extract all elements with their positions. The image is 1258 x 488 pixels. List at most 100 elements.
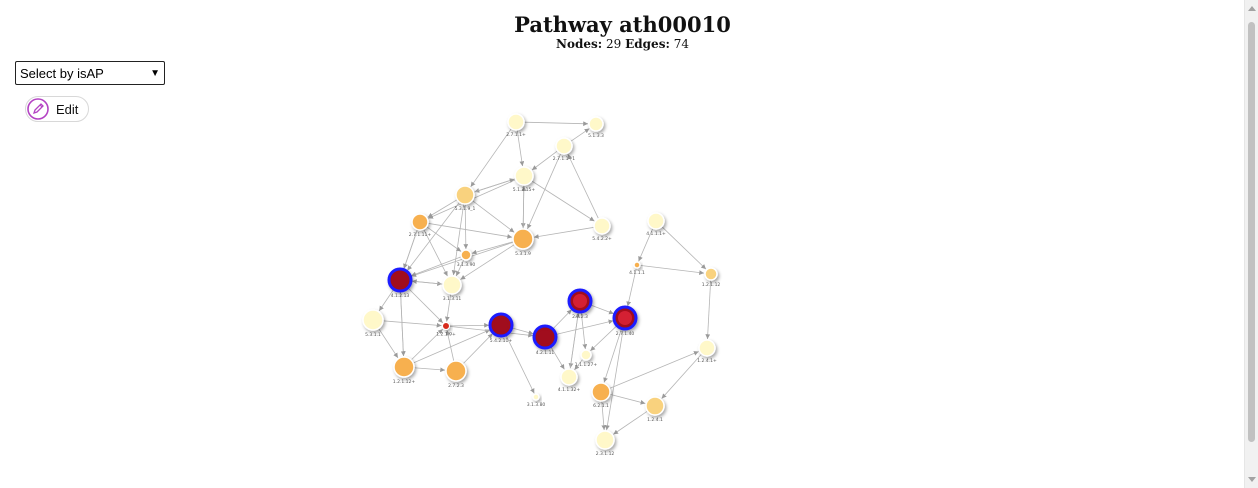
node-circle[interactable] <box>633 261 641 269</box>
edge <box>426 226 462 252</box>
select-by-dropdown[interactable]: Select by isAP ▼ <box>15 61 165 85</box>
node-circle[interactable] <box>460 249 472 261</box>
node-label: 3.1.3.90 <box>457 262 476 268</box>
edge <box>378 288 395 312</box>
node-label: 1.2.4.1 <box>647 417 663 423</box>
edit-button[interactable]: Edit <box>25 96 89 122</box>
edge <box>527 153 562 230</box>
node-n5[interactable]: 5.3.1.9_1 <box>455 185 476 212</box>
node-n12[interactable]: 4.1.2.13 <box>387 267 413 299</box>
node-n8[interactable]: 5.3.1.9 <box>512 228 534 257</box>
edge <box>473 178 515 193</box>
node-label: 2.7.2.3 <box>572 314 588 320</box>
node-circle[interactable] <box>532 393 540 401</box>
edge <box>661 353 702 399</box>
node-n19[interactable]: 4.2.1.11 <box>532 324 558 356</box>
edge <box>378 328 399 359</box>
node-circle[interactable] <box>698 339 716 357</box>
node-circle[interactable] <box>555 137 573 155</box>
edge <box>569 312 580 370</box>
edge <box>590 304 614 315</box>
node-n18[interactable]: 5.4.2.11+ <box>488 312 514 344</box>
node-n25[interactable]: 2.7.2.3 <box>445 360 467 389</box>
node-circle[interactable] <box>595 430 615 450</box>
node-n10[interactable]: 3.1.3.90 <box>457 249 476 268</box>
node-circle[interactable] <box>591 382 611 402</box>
scroll-up-icon[interactable] <box>1248 6 1256 11</box>
node-n21[interactable]: 1.2.4.1+ <box>697 339 717 364</box>
node-circle[interactable] <box>512 228 534 250</box>
node-circle[interactable] <box>560 368 578 386</box>
node-n15[interactable]: 2.7.2.3 <box>567 288 593 320</box>
node-label: 2.7.1.1~1 <box>553 156 576 162</box>
node-circle[interactable] <box>411 213 429 231</box>
node-circle[interactable] <box>442 322 450 330</box>
node-n28[interactable]: 1.2.4.1 <box>645 396 665 423</box>
node-n20[interactable]: 2.7.1.40 <box>612 305 638 337</box>
scrollbar-thumb[interactable] <box>1248 22 1255 442</box>
node-circle[interactable] <box>442 275 462 295</box>
node-circle[interactable] <box>704 267 718 281</box>
node-label: 5.4.2.11+ <box>490 338 513 344</box>
node-label: 4.1.1.1 <box>629 270 645 276</box>
node-circle[interactable] <box>645 396 665 416</box>
edge <box>505 334 535 394</box>
scroll-down-icon[interactable] <box>1248 477 1256 482</box>
node-n17[interactable]: 5.3.1.1 <box>362 309 384 338</box>
node-n23[interactable]: 4.1.1.32+ <box>558 368 581 393</box>
node-circle[interactable] <box>445 360 467 382</box>
edge <box>603 328 622 383</box>
node-circle[interactable] <box>580 349 592 361</box>
node-label: 5.4.2.2+ <box>592 236 612 242</box>
node-circle[interactable] <box>588 116 604 132</box>
node-label: 3.1.3.11 <box>443 296 462 302</box>
node-label: 2.7.1.1+ <box>506 132 526 138</box>
node-n3[interactable]: 2.7.1.1~1 <box>553 137 576 162</box>
edge <box>590 325 618 352</box>
node-n11[interactable]: 4.1.1.1 <box>629 261 645 276</box>
node-n16[interactable]: 1.2.1.9+ <box>436 322 456 338</box>
node-n6[interactable]: 2.7.1.11+ <box>409 213 432 238</box>
node-n4[interactable]: 5.1.3.15+ <box>513 166 536 193</box>
node-circle[interactable] <box>647 212 665 230</box>
node-n29[interactable]: 2.3.1.12 <box>595 430 615 457</box>
node-n13[interactable]: 3.1.3.11 <box>442 275 462 302</box>
edge <box>382 320 442 328</box>
edge <box>570 128 590 142</box>
node-label: 5.1.3.3 <box>588 133 604 139</box>
edge <box>567 153 599 219</box>
node-label: 4.1.2.13 <box>391 293 410 299</box>
node-circle[interactable] <box>507 113 525 131</box>
edge <box>605 328 624 431</box>
node-n27[interactable]: 6.2.1.1 <box>591 382 611 409</box>
node-circle[interactable] <box>393 356 415 378</box>
node-n7[interactable]: 5.4.2.2+ <box>592 217 612 242</box>
vertical-scrollbar[interactable] <box>1244 0 1258 488</box>
node-n2[interactable]: 5.1.3.3 <box>588 116 604 139</box>
node-label: 1.2.4.1+ <box>697 358 717 364</box>
node-label: 2.7.2.3 <box>448 383 464 389</box>
node-label: 4.1.1.1+ <box>646 231 666 237</box>
node-circle[interactable] <box>593 217 611 235</box>
edge <box>411 279 444 285</box>
node-label: 4.1.1.32+ <box>558 387 581 393</box>
node-label: 5.1.3.15+ <box>513 187 536 193</box>
node-circle[interactable] <box>362 309 384 331</box>
edit-label: Edit <box>56 101 79 117</box>
edge <box>531 150 558 171</box>
node-n9[interactable]: 4.1.1.1+ <box>646 212 666 237</box>
edge <box>613 410 648 435</box>
edge <box>406 201 460 271</box>
node-circle[interactable] <box>514 166 534 186</box>
node-n26[interactable]: 3.1.3.80 <box>527 393 546 408</box>
node-n22[interactable]: 1.1.1.27+ <box>575 349 598 368</box>
node-n14[interactable]: 1.2.1.12 <box>702 267 721 288</box>
node-n1[interactable]: 2.7.1.1+ <box>506 113 526 138</box>
node-n24[interactable]: 1.2.1.12+ <box>393 356 416 385</box>
node-core <box>538 330 552 344</box>
nodes-count: 29 <box>606 37 622 51</box>
node-circle[interactable] <box>455 185 475 205</box>
node-label: 6.2.1.1 <box>593 403 609 409</box>
edge <box>638 228 654 262</box>
